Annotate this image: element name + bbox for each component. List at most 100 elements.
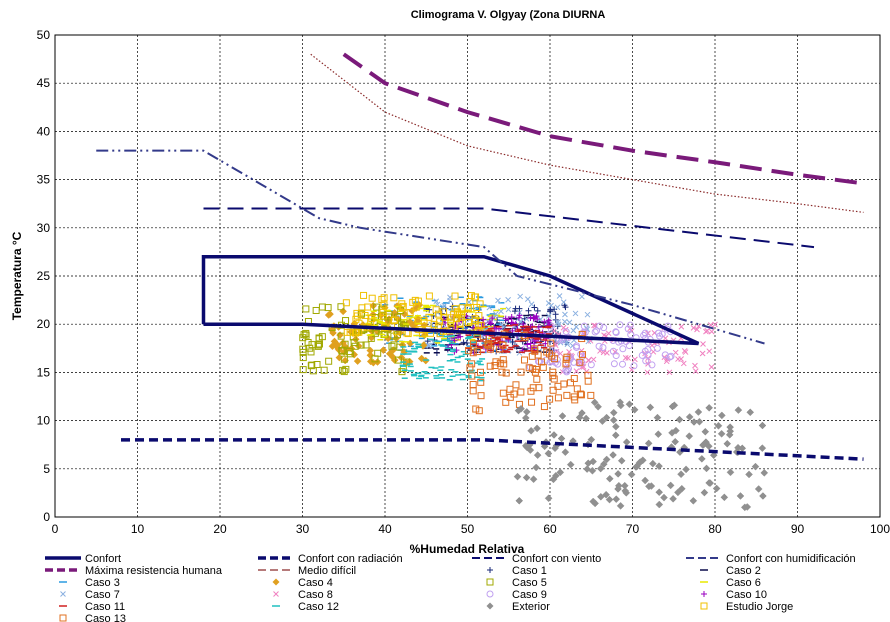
scatter-point <box>675 356 681 362</box>
scatter-point <box>307 362 315 370</box>
scatter-point <box>619 360 627 368</box>
scatter-point <box>591 328 599 336</box>
scatter-point <box>668 428 676 437</box>
scatter-point <box>522 408 531 416</box>
scatter-point <box>433 298 440 305</box>
scatter-point <box>513 472 522 481</box>
scatter-point <box>740 503 749 512</box>
scatter-point <box>690 418 698 426</box>
scatter-point <box>524 296 531 303</box>
scatter-point <box>566 319 573 326</box>
scatter-point <box>534 307 541 314</box>
scatter-point <box>486 319 493 326</box>
scatter-point <box>517 293 524 300</box>
scatter-point <box>512 381 520 389</box>
scatter-point <box>596 464 605 473</box>
scatter-point <box>351 342 359 350</box>
scatter-point <box>602 490 610 499</box>
scatter-point <box>505 306 512 313</box>
scatter-point <box>609 416 618 425</box>
scatter-point <box>602 455 611 464</box>
scatter-point <box>523 316 530 322</box>
scatter-point <box>502 369 510 377</box>
chart-title: Climograma V. Olgyay (Zona DIURNA <box>411 9 606 21</box>
scatter-point <box>625 355 632 361</box>
scatter-point <box>464 319 472 327</box>
scatter-point <box>630 405 639 414</box>
y-tick-label: 30 <box>37 221 51 235</box>
scatter-point <box>508 314 515 321</box>
scatter-point <box>470 340 478 348</box>
scatter-point <box>556 468 565 477</box>
scatter-point <box>490 315 496 322</box>
scatter-point <box>572 310 579 317</box>
scatter-point <box>609 451 617 459</box>
scatter-point <box>754 485 763 493</box>
scatter-point <box>622 488 631 497</box>
scatter-point <box>474 348 482 356</box>
scatter-point <box>440 313 448 321</box>
scatter-point <box>692 362 698 369</box>
scatter-point <box>430 320 438 328</box>
scatter-point <box>353 357 362 365</box>
scatter-point <box>638 351 646 359</box>
scatter-point <box>575 359 583 367</box>
scatter-point <box>549 386 557 394</box>
scatter-point <box>455 311 463 319</box>
legend-label: Confort <box>85 553 121 565</box>
scatter-point <box>473 303 481 311</box>
scatter-point <box>685 413 694 421</box>
scatter-point <box>379 312 387 320</box>
scatter-point <box>329 329 337 337</box>
scatter-point <box>306 344 314 352</box>
scatter-point <box>312 306 320 314</box>
scatter-point <box>641 476 650 485</box>
scatter-point <box>535 384 543 392</box>
scatter-point <box>692 368 699 374</box>
y-tick-label: 5 <box>43 462 50 476</box>
legend-label: Caso 4 <box>298 577 333 589</box>
scatter-point <box>527 315 534 322</box>
legend-label: Caso 8 <box>298 589 333 601</box>
scatter-point <box>517 388 525 396</box>
scatter-point <box>699 350 706 357</box>
scatter-point <box>658 330 666 338</box>
scatter-point <box>533 313 540 320</box>
series-line-confort <box>201 254 700 346</box>
scatter-point <box>364 303 372 311</box>
scatter-point <box>523 443 531 452</box>
scatter-point <box>714 421 723 430</box>
scatter-point <box>512 320 519 327</box>
scatter-point <box>694 408 703 416</box>
scatter-point <box>496 359 504 367</box>
scatter-point <box>577 391 585 399</box>
scatter-point <box>563 391 571 399</box>
scatter-point <box>424 338 431 345</box>
series-line-confort-con-radiaci-n <box>121 438 864 461</box>
scatter-point <box>502 398 510 406</box>
scatter-point <box>475 407 483 415</box>
scatter-point <box>546 395 554 403</box>
legend-label: Caso 5 <box>512 577 547 589</box>
scatter-point <box>414 317 422 325</box>
scatter-point <box>299 366 307 374</box>
scatter-point <box>573 368 580 374</box>
scatter-point <box>532 463 541 472</box>
scatter-point <box>734 406 743 414</box>
scatter-point <box>578 351 586 359</box>
legend-label: Caso 3 <box>85 577 120 589</box>
scatter-point <box>505 296 511 303</box>
scatter-point <box>645 361 651 367</box>
scatter-point <box>700 488 709 497</box>
scatter-point <box>378 295 386 303</box>
scatter-point <box>644 369 651 376</box>
legend-label: Caso 12 <box>298 601 339 613</box>
legend-label: Caso 10 <box>726 589 767 601</box>
x-axis-ticks: 0 10 20 30 40 50 60 70 80 90 100 <box>52 522 890 536</box>
x-tick-label: 50 <box>461 522 475 536</box>
scatter-point <box>531 304 538 311</box>
scatter-point <box>725 430 734 439</box>
scatter-point <box>632 356 638 363</box>
scatter-point <box>570 374 578 382</box>
scatter-point <box>380 301 388 309</box>
